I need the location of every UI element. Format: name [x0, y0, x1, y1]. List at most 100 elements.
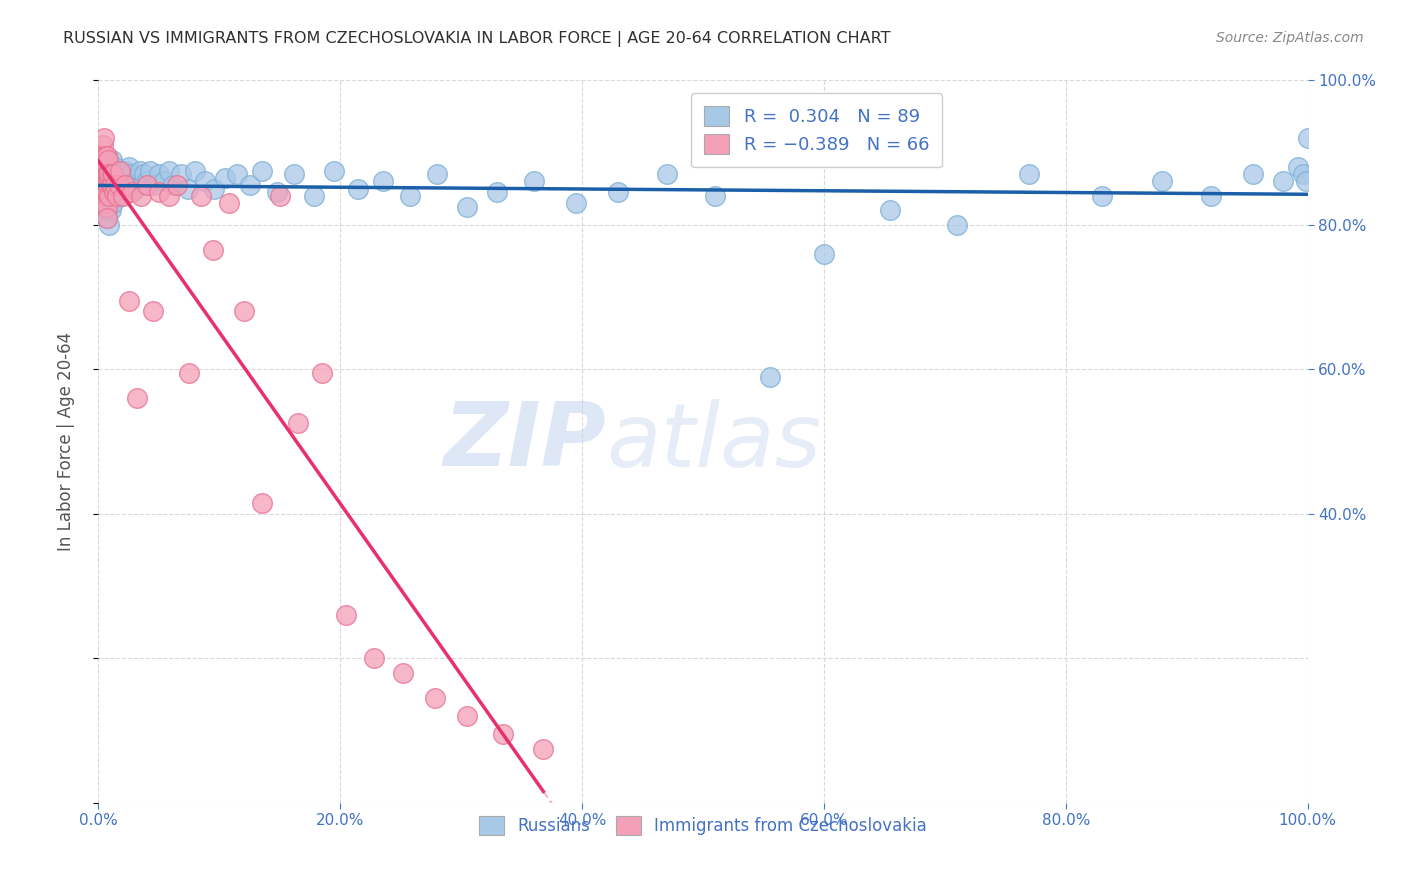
Point [335, 607, 357, 622]
Point [97, 178, 120, 192]
Point [108, 182, 131, 196]
Point [1241, 167, 1264, 181]
Point [492, 727, 515, 741]
Point [104, 178, 127, 192]
Point [96, 186, 118, 200]
Point [91, 167, 114, 181]
Point [117, 182, 139, 196]
Point [152, 174, 174, 188]
Point [202, 243, 225, 257]
Point [184, 163, 207, 178]
Point [179, 366, 201, 380]
Point [96, 149, 118, 163]
Point [655, 167, 678, 181]
Point [135, 174, 157, 188]
Point [97, 160, 120, 174]
Point [456, 709, 478, 723]
Point [108, 167, 131, 181]
Point [105, 189, 128, 203]
Point [423, 691, 446, 706]
Point [101, 182, 124, 196]
Point [704, 189, 727, 203]
Point [94, 186, 117, 200]
Point [94, 170, 117, 185]
Point [100, 178, 122, 192]
Point [1272, 174, 1295, 188]
Point [93, 167, 115, 181]
Point [287, 417, 309, 431]
Point [100, 153, 122, 167]
Point [177, 182, 200, 196]
Point [94, 149, 117, 163]
Point [169, 167, 191, 181]
Point [1292, 167, 1315, 181]
Point [105, 186, 128, 200]
Point [93, 160, 115, 174]
Point [94, 196, 117, 211]
Point [98, 189, 121, 203]
Point [104, 178, 127, 192]
Text: Source: ZipAtlas.com: Source: ZipAtlas.com [1216, 31, 1364, 45]
Point [1199, 189, 1222, 203]
Point [531, 741, 554, 756]
Point [128, 163, 150, 178]
Point [226, 167, 249, 181]
Point [232, 304, 254, 318]
Point [100, 174, 122, 188]
Point [93, 182, 115, 196]
Point [121, 186, 143, 200]
Point [194, 174, 217, 188]
Point [96, 160, 118, 174]
Point [946, 218, 969, 232]
Point [100, 160, 122, 174]
Point [93, 203, 115, 218]
Point [108, 163, 131, 178]
Point [97, 203, 120, 218]
Point [266, 186, 288, 200]
Point [111, 178, 134, 192]
Point [323, 163, 346, 178]
Point [486, 186, 509, 200]
Point [96, 211, 118, 225]
Point [1091, 189, 1114, 203]
Point [104, 160, 127, 174]
Point [114, 163, 136, 178]
Point [758, 369, 780, 384]
Point [129, 189, 152, 203]
Point [96, 189, 118, 203]
Point [101, 196, 124, 211]
Point [166, 178, 188, 192]
Point [101, 167, 124, 181]
Point [250, 496, 273, 510]
Point [91, 149, 114, 163]
Point [1152, 174, 1174, 188]
Point [93, 149, 115, 163]
Point [1296, 131, 1319, 145]
Point [239, 178, 262, 192]
Point [134, 167, 156, 181]
Point [91, 138, 114, 153]
Point [98, 167, 121, 181]
Point [127, 391, 149, 405]
Point [269, 189, 291, 203]
Point [392, 665, 415, 680]
Point [190, 189, 212, 203]
Point [93, 131, 115, 145]
Point [96, 211, 118, 225]
Point [110, 189, 132, 203]
Point [148, 186, 170, 200]
Point [91, 174, 114, 188]
Point [94, 163, 117, 178]
Point [98, 182, 121, 196]
Point [93, 189, 115, 203]
Point [121, 178, 143, 192]
Point [96, 167, 118, 181]
Point [139, 163, 162, 178]
Point [157, 163, 180, 178]
Point [100, 167, 122, 181]
Point [456, 200, 478, 214]
Point [283, 167, 305, 181]
Point [94, 182, 117, 196]
Point [120, 167, 142, 181]
Point [100, 167, 122, 181]
